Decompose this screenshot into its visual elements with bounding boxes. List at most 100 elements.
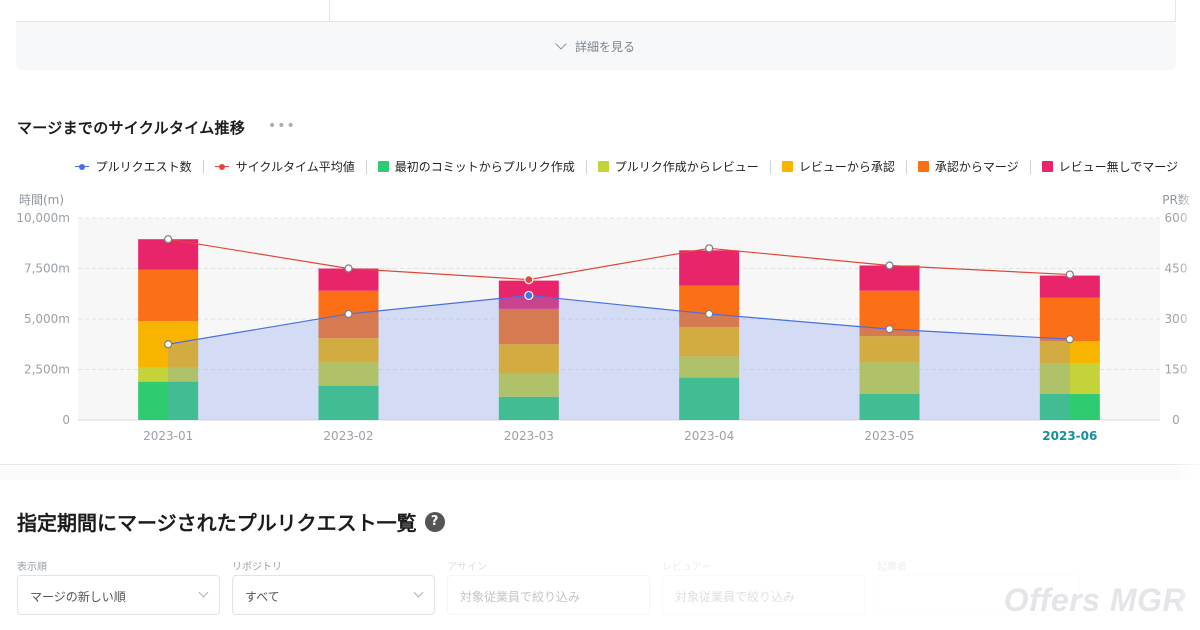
x-tick-label: 2023-05: [864, 429, 914, 443]
bar-segment: [498, 396, 559, 420]
cycle-time-point: [885, 261, 894, 270]
bar-segment: [859, 393, 920, 420]
reviewer-value: 対象従業員で絞り込み: [675, 590, 796, 604]
cycle-time-chart: 002,500m1505,000m3007,500m45010,000m600時…: [16, 192, 1189, 443]
previous-section-card: 詳細を見る: [16, 0, 1176, 70]
bar-segment: [859, 336, 920, 363]
legend-item-pr-to-review[interactable]: プルリク作成からレビュー: [597, 158, 759, 175]
table-cell: [16, 0, 330, 21]
pr-count-point: [885, 325, 894, 334]
bar-segment: [318, 385, 379, 420]
pr-count-point: [344, 309, 353, 319]
bar-segment: [859, 265, 920, 291]
legend-separator: [585, 159, 587, 174]
legend-label: 最初のコミットからプルリク作成: [394, 160, 575, 174]
reviewer-filter: レビュアー 対象従業員で絞り込み: [662, 558, 865, 615]
bar-segment: [679, 356, 740, 378]
bar-segment: [138, 381, 199, 420]
assignee-select[interactable]: 対象従業員で絞り込み: [447, 575, 650, 615]
bar-segment: [138, 239, 199, 270]
x-tick-label: 2023-02: [323, 429, 373, 443]
bar-segment: [318, 362, 379, 386]
author-select[interactable]: [877, 575, 1080, 615]
legend-swatch-icon: [781, 161, 793, 172]
sort-order-label: 表示順: [17, 562, 47, 573]
pr-count-line: [168, 294, 1070, 345]
repository-select[interactable]: すべて: [232, 575, 435, 615]
cycle-time-point: [1065, 270, 1074, 279]
more-options-icon[interactable]: •••: [268, 118, 296, 134]
legend-separator: [769, 159, 771, 174]
pr-count-point: [1065, 335, 1074, 344]
sort-order-select[interactable]: マージの新しい順: [17, 575, 220, 615]
reviewer-label: レビュアー: [662, 562, 712, 573]
legend-item-cycle-time-average[interactable]: サイクルタイム平均値: [214, 158, 355, 175]
bar-segment: [318, 338, 379, 363]
bar-segment: [679, 377, 740, 420]
pr-count-point: [524, 290, 534, 301]
reviewer-select[interactable]: 対象従業員で絞り込み: [662, 575, 865, 615]
legend-label: プルリク作成からレビュー: [614, 160, 759, 174]
bar-segment: [679, 250, 740, 286]
help-icon[interactable]: ?: [424, 511, 445, 532]
legend-item-approve-to-merge[interactable]: 承認からマージ: [917, 158, 1019, 175]
chevron-down-icon: [198, 587, 209, 598]
legend-label: 承認からマージ: [934, 160, 1019, 174]
see-details-button[interactable]: 詳細を見る: [16, 38, 1176, 55]
legend-swatch-icon: [917, 161, 929, 172]
bar-segment: [1039, 341, 1100, 364]
assignee-label: アサイン: [447, 562, 487, 573]
repository-value: すべて: [245, 590, 280, 604]
legend-label: サイクルタイム平均値: [235, 160, 355, 174]
pr-count-point: [164, 340, 173, 349]
pr-count-point: [705, 309, 714, 319]
chart-legend: プルリクエスト数 サイクルタイム平均値 最初のコミットからプルリク作成 プルリク…: [74, 158, 1178, 175]
section-gap: [0, 466, 1200, 480]
y-tick-label: 7,500m: [24, 262, 70, 276]
x-tick-label: 2023-03: [504, 429, 554, 443]
x-tick-label: 2023-01: [143, 429, 193, 443]
legend-item-review-to-approve[interactable]: レビューから承認: [781, 158, 895, 175]
y-tick-label: 0: [62, 413, 70, 427]
legend-item-merge-without-review[interactable]: レビュー無しでマージ: [1041, 158, 1178, 175]
section-divider: [0, 464, 1200, 465]
cycle-time-point: [524, 275, 534, 285]
bar-segment: [1039, 363, 1100, 394]
legend-separator: [905, 159, 907, 174]
author-label: 起票者: [877, 562, 907, 573]
pr-count-area: [168, 295, 1070, 420]
assignee-value: 対象従業員で絞り込み: [460, 590, 581, 604]
legend-item-commit-to-pr[interactable]: 最初のコミットからプルリク作成: [377, 158, 575, 175]
legend-separator: [1029, 159, 1031, 174]
see-details-label: 詳細を見る: [574, 40, 635, 54]
bar-segment: [679, 285, 740, 328]
y-tick-label: 5,000m: [24, 312, 70, 326]
author-filter: 起票者: [877, 558, 1080, 615]
bar-segment: [679, 327, 740, 357]
right-edge-fade: [1176, 0, 1200, 630]
assignee-filter: アサイン 対象従業員で絞り込み: [447, 558, 650, 615]
legend-label: プルリクエスト数: [95, 160, 192, 174]
x-tick-label: 2023-06: [1042, 429, 1097, 443]
y-axis-label: 時間(m): [19, 193, 64, 207]
offers-mgr-logo: Offers MGR: [1003, 582, 1186, 618]
pr-list-title-text: 指定期間にマージされたプルリクエスト一覧: [17, 511, 417, 535]
bar-segment: [138, 269, 199, 322]
cycle-time-line: [168, 238, 1070, 281]
bar-segment: [138, 367, 199, 382]
bar-segment: [1039, 297, 1100, 342]
legend-item-pr-count[interactable]: プルリクエスト数: [74, 158, 192, 175]
chart-section-title: マージまでのサイクルタイム推移: [17, 119, 246, 137]
bar-segment: [859, 362, 920, 394]
bar-segment: [1039, 393, 1100, 420]
cycle-time-point: [705, 244, 714, 253]
legend-separator: [365, 159, 367, 174]
legend-label: レビューから承認: [798, 160, 895, 174]
repository-filter: リポジトリ すべて: [232, 558, 435, 615]
cycle-time-point: [164, 235, 173, 244]
table-cell: [330, 0, 1176, 21]
bar-segment: [498, 373, 559, 397]
chevron-down-icon: [555, 38, 567, 50]
bar-segment: [498, 308, 559, 345]
y-tick-label: 10,000m: [16, 211, 70, 225]
